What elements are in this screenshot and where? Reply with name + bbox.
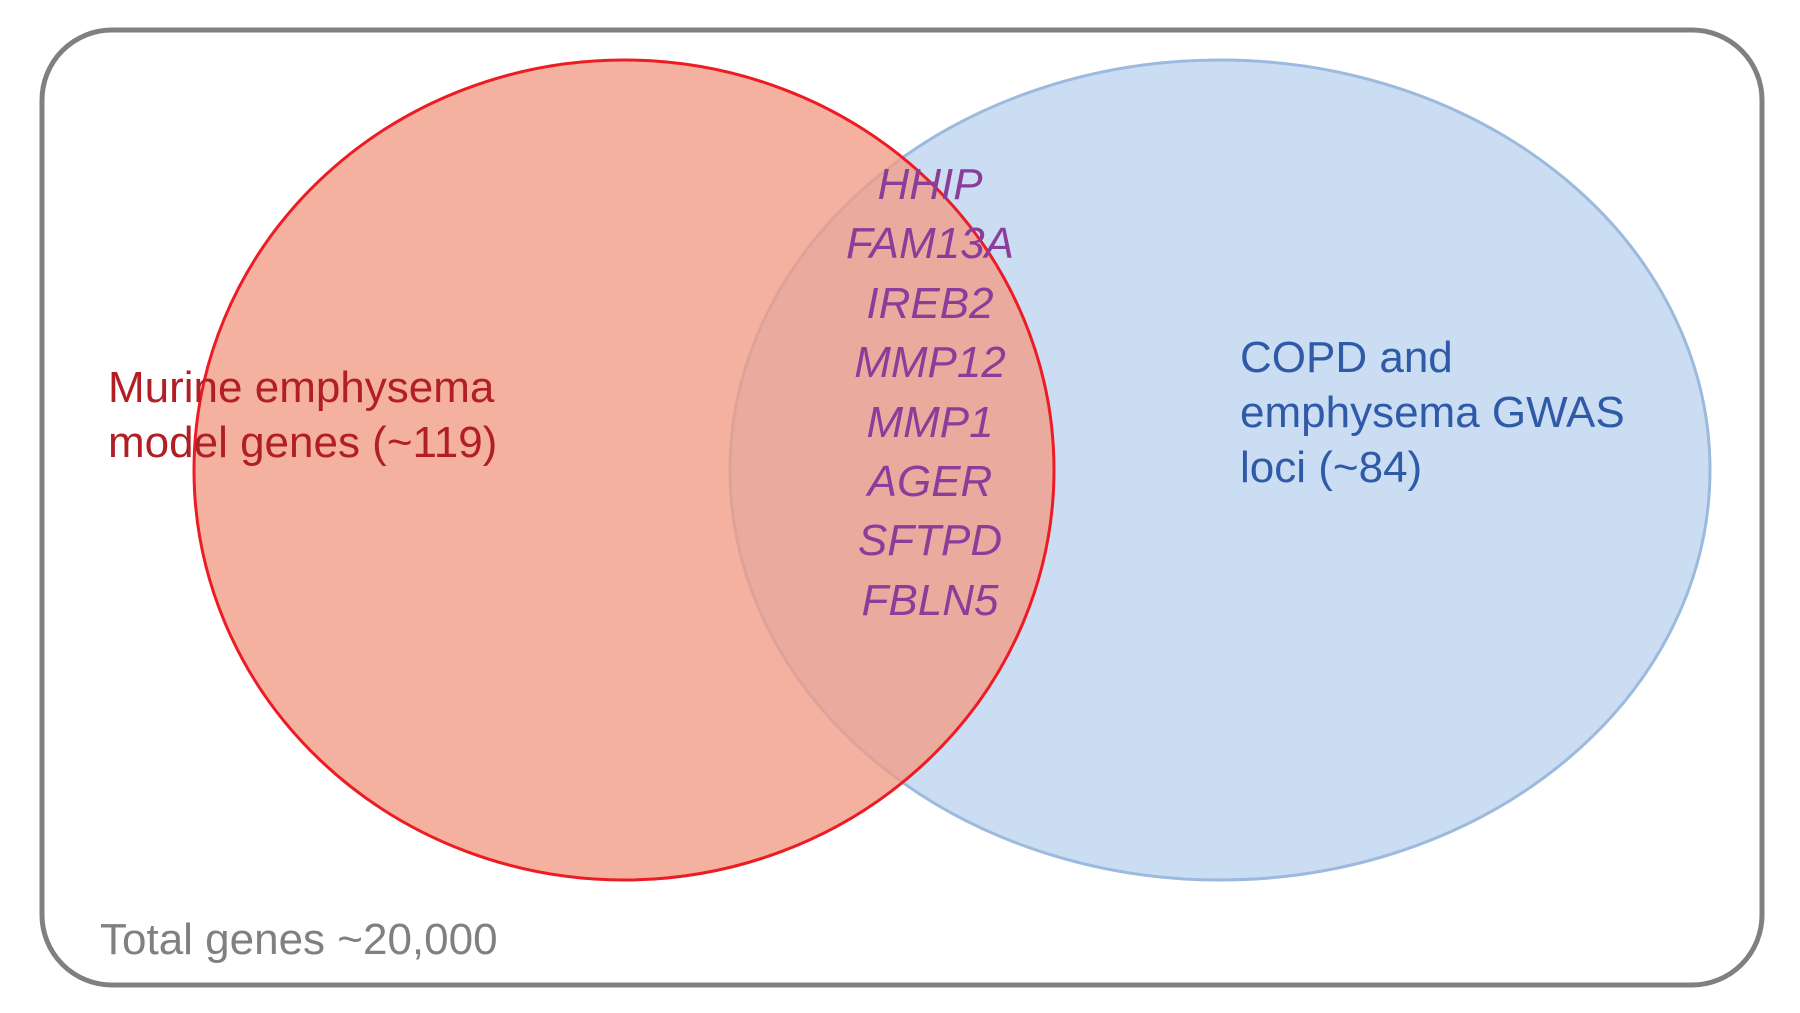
right-set-label: COPD and emphysema GWAS loci (~84) [1240,330,1760,495]
gene-item: HHIP [770,155,1090,214]
right-set-line1: COPD and [1240,333,1453,382]
gene-item: FBLN5 [770,571,1090,630]
left-set-line1: Murine emphysema [108,363,494,412]
gene-item: MMP12 [770,333,1090,392]
left-set-line2: model genes (~119) [108,418,497,467]
right-set-line3: loci (~84) [1240,443,1422,492]
left-set-label: Murine emphysema model genes (~119) [108,360,628,470]
gene-item: AGER [770,452,1090,511]
gene-item: FAM13A [770,214,1090,273]
gene-item: SFTPD [770,511,1090,570]
gene-item: MMP1 [770,393,1090,452]
intersection-gene-list: HHIP FAM13A IREB2 MMP12 MMP1 AGER SFTPD … [770,155,1090,630]
gene-item: IREB2 [770,274,1090,333]
total-genes-label: Total genes ~20,000 [100,915,498,965]
venn-stage: Murine emphysema model genes (~119) COPD… [0,0,1800,1013]
right-set-line2: emphysema GWAS [1240,388,1625,437]
